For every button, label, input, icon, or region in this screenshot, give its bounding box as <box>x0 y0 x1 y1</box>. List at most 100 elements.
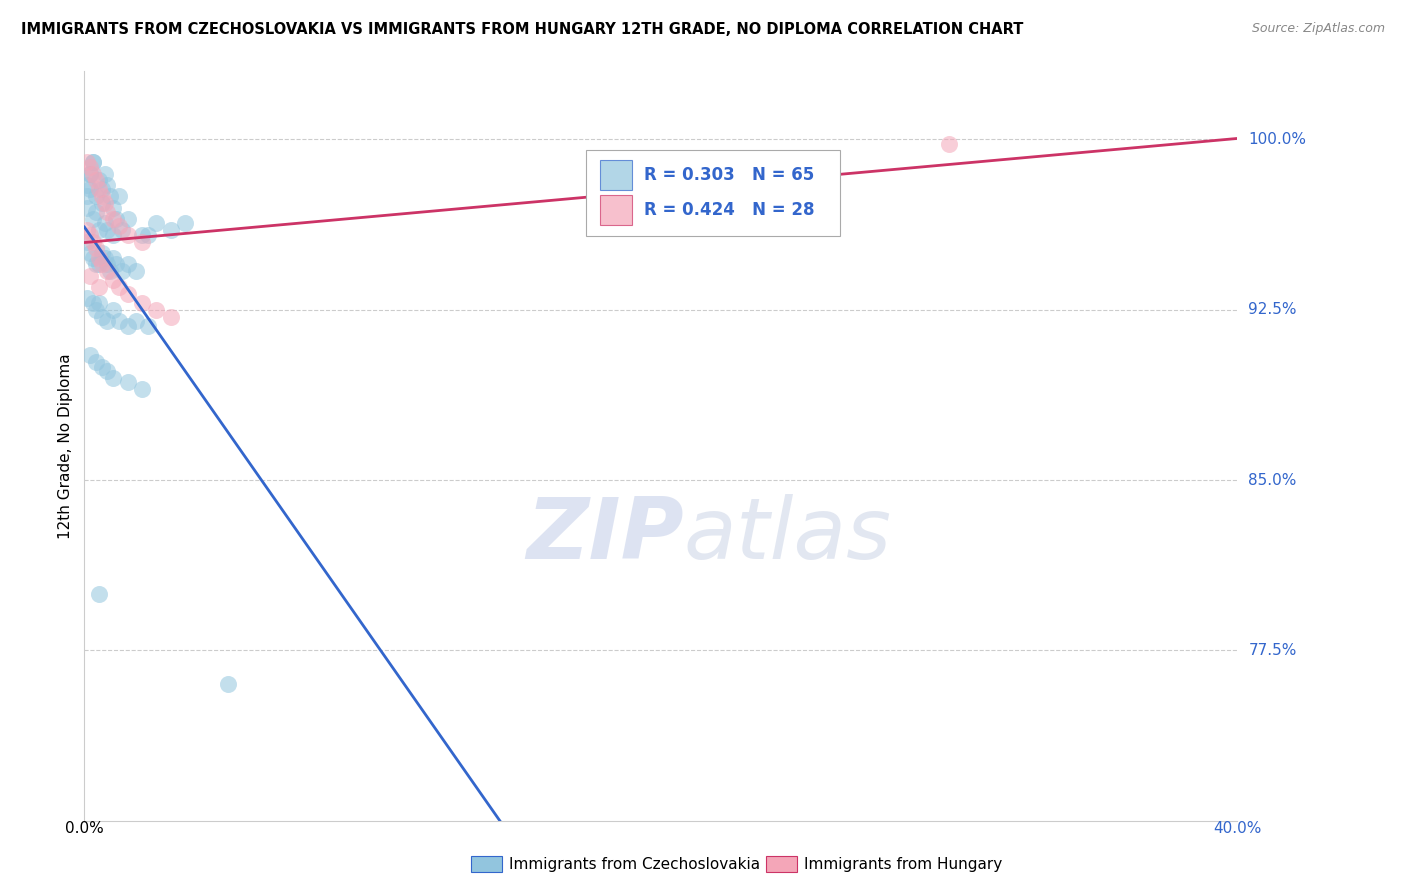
Point <box>82 235 104 249</box>
Point <box>117 257 139 271</box>
Text: Immigrants from Czechoslovakia: Immigrants from Czechoslovakia <box>509 857 761 871</box>
Point <box>84 189 107 203</box>
Point <box>79 246 101 260</box>
Point <box>79 268 101 283</box>
Text: R = 0.303   N = 65: R = 0.303 N = 65 <box>644 166 814 184</box>
Text: 77.5%: 77.5% <box>1249 643 1296 657</box>
Point <box>98 189 121 203</box>
Point <box>76 201 98 215</box>
Point <box>96 257 118 271</box>
Point <box>93 217 115 231</box>
Point <box>103 371 124 385</box>
Point <box>160 310 183 324</box>
Point <box>76 155 98 169</box>
Point <box>76 235 98 249</box>
Point <box>145 217 167 231</box>
Point <box>84 242 107 256</box>
Point <box>108 189 131 203</box>
Point <box>79 160 101 174</box>
Text: Immigrants from Hungary: Immigrants from Hungary <box>804 857 1002 871</box>
Point <box>117 227 139 242</box>
Point <box>96 314 118 328</box>
Point <box>108 219 131 233</box>
Point <box>84 302 107 317</box>
Point <box>76 189 98 203</box>
Point <box>90 359 112 374</box>
Text: 92.5%: 92.5% <box>1249 302 1296 318</box>
Point <box>82 296 104 310</box>
Point <box>84 173 107 187</box>
Point <box>87 182 110 196</box>
Text: atlas: atlas <box>683 494 891 577</box>
Point <box>84 355 107 369</box>
Point <box>82 155 104 169</box>
Text: 85.0%: 85.0% <box>1249 473 1296 488</box>
Point <box>76 178 98 192</box>
Point <box>103 211 124 226</box>
Point <box>87 251 110 265</box>
Point <box>82 211 104 226</box>
Point <box>90 257 112 271</box>
Point <box>87 257 110 271</box>
Point <box>98 264 121 278</box>
Point <box>93 167 115 181</box>
Point <box>84 205 107 219</box>
FancyBboxPatch shape <box>600 160 633 190</box>
Point <box>145 302 167 317</box>
Point <box>79 348 101 362</box>
Text: 40.0%: 40.0% <box>1213 821 1261 836</box>
Text: ZIP: ZIP <box>526 494 683 577</box>
Point <box>96 364 118 378</box>
Point <box>79 167 101 181</box>
Point <box>111 223 134 237</box>
Point <box>79 227 101 242</box>
Text: 0.0%: 0.0% <box>65 821 104 836</box>
Point <box>87 173 110 187</box>
Point <box>90 182 112 196</box>
Point <box>93 196 115 211</box>
Point <box>93 251 115 265</box>
Point <box>90 246 112 260</box>
Point <box>90 189 112 203</box>
Point <box>125 314 148 328</box>
Point <box>103 273 124 287</box>
Point <box>111 264 134 278</box>
Point <box>103 201 124 215</box>
FancyBboxPatch shape <box>600 195 633 225</box>
FancyBboxPatch shape <box>586 150 839 236</box>
Point <box>131 227 153 242</box>
Point <box>117 286 139 301</box>
Point <box>96 178 118 192</box>
Point <box>82 155 104 169</box>
Point <box>79 182 101 196</box>
Text: 100.0%: 100.0% <box>1249 132 1306 147</box>
Point <box>87 280 110 294</box>
Point <box>90 310 112 324</box>
Y-axis label: 12th Grade, No Diploma: 12th Grade, No Diploma <box>58 353 73 539</box>
Text: R = 0.424   N = 28: R = 0.424 N = 28 <box>644 201 814 219</box>
Point <box>96 223 118 237</box>
Point <box>131 235 153 249</box>
Point <box>84 257 107 271</box>
Point <box>131 382 153 396</box>
Point <box>136 318 159 333</box>
Text: IMMIGRANTS FROM CZECHOSLOVAKIA VS IMMIGRANTS FROM HUNGARY 12TH GRADE, NO DIPLOMA: IMMIGRANTS FROM CZECHOSLOVAKIA VS IMMIGR… <box>21 22 1024 37</box>
Point <box>103 302 124 317</box>
Point <box>105 257 128 271</box>
Point <box>218 677 240 691</box>
Point <box>82 251 104 265</box>
Point <box>87 586 110 600</box>
Point <box>96 264 118 278</box>
Point <box>76 223 98 237</box>
Point <box>79 167 101 181</box>
Point <box>82 167 104 181</box>
Point <box>103 227 124 242</box>
Point <box>131 296 153 310</box>
Point <box>117 376 139 390</box>
Point <box>96 205 118 219</box>
Point <box>117 211 139 226</box>
Point <box>87 223 110 237</box>
Point <box>105 211 128 226</box>
Text: Source: ZipAtlas.com: Source: ZipAtlas.com <box>1251 22 1385 36</box>
Point <box>125 264 148 278</box>
